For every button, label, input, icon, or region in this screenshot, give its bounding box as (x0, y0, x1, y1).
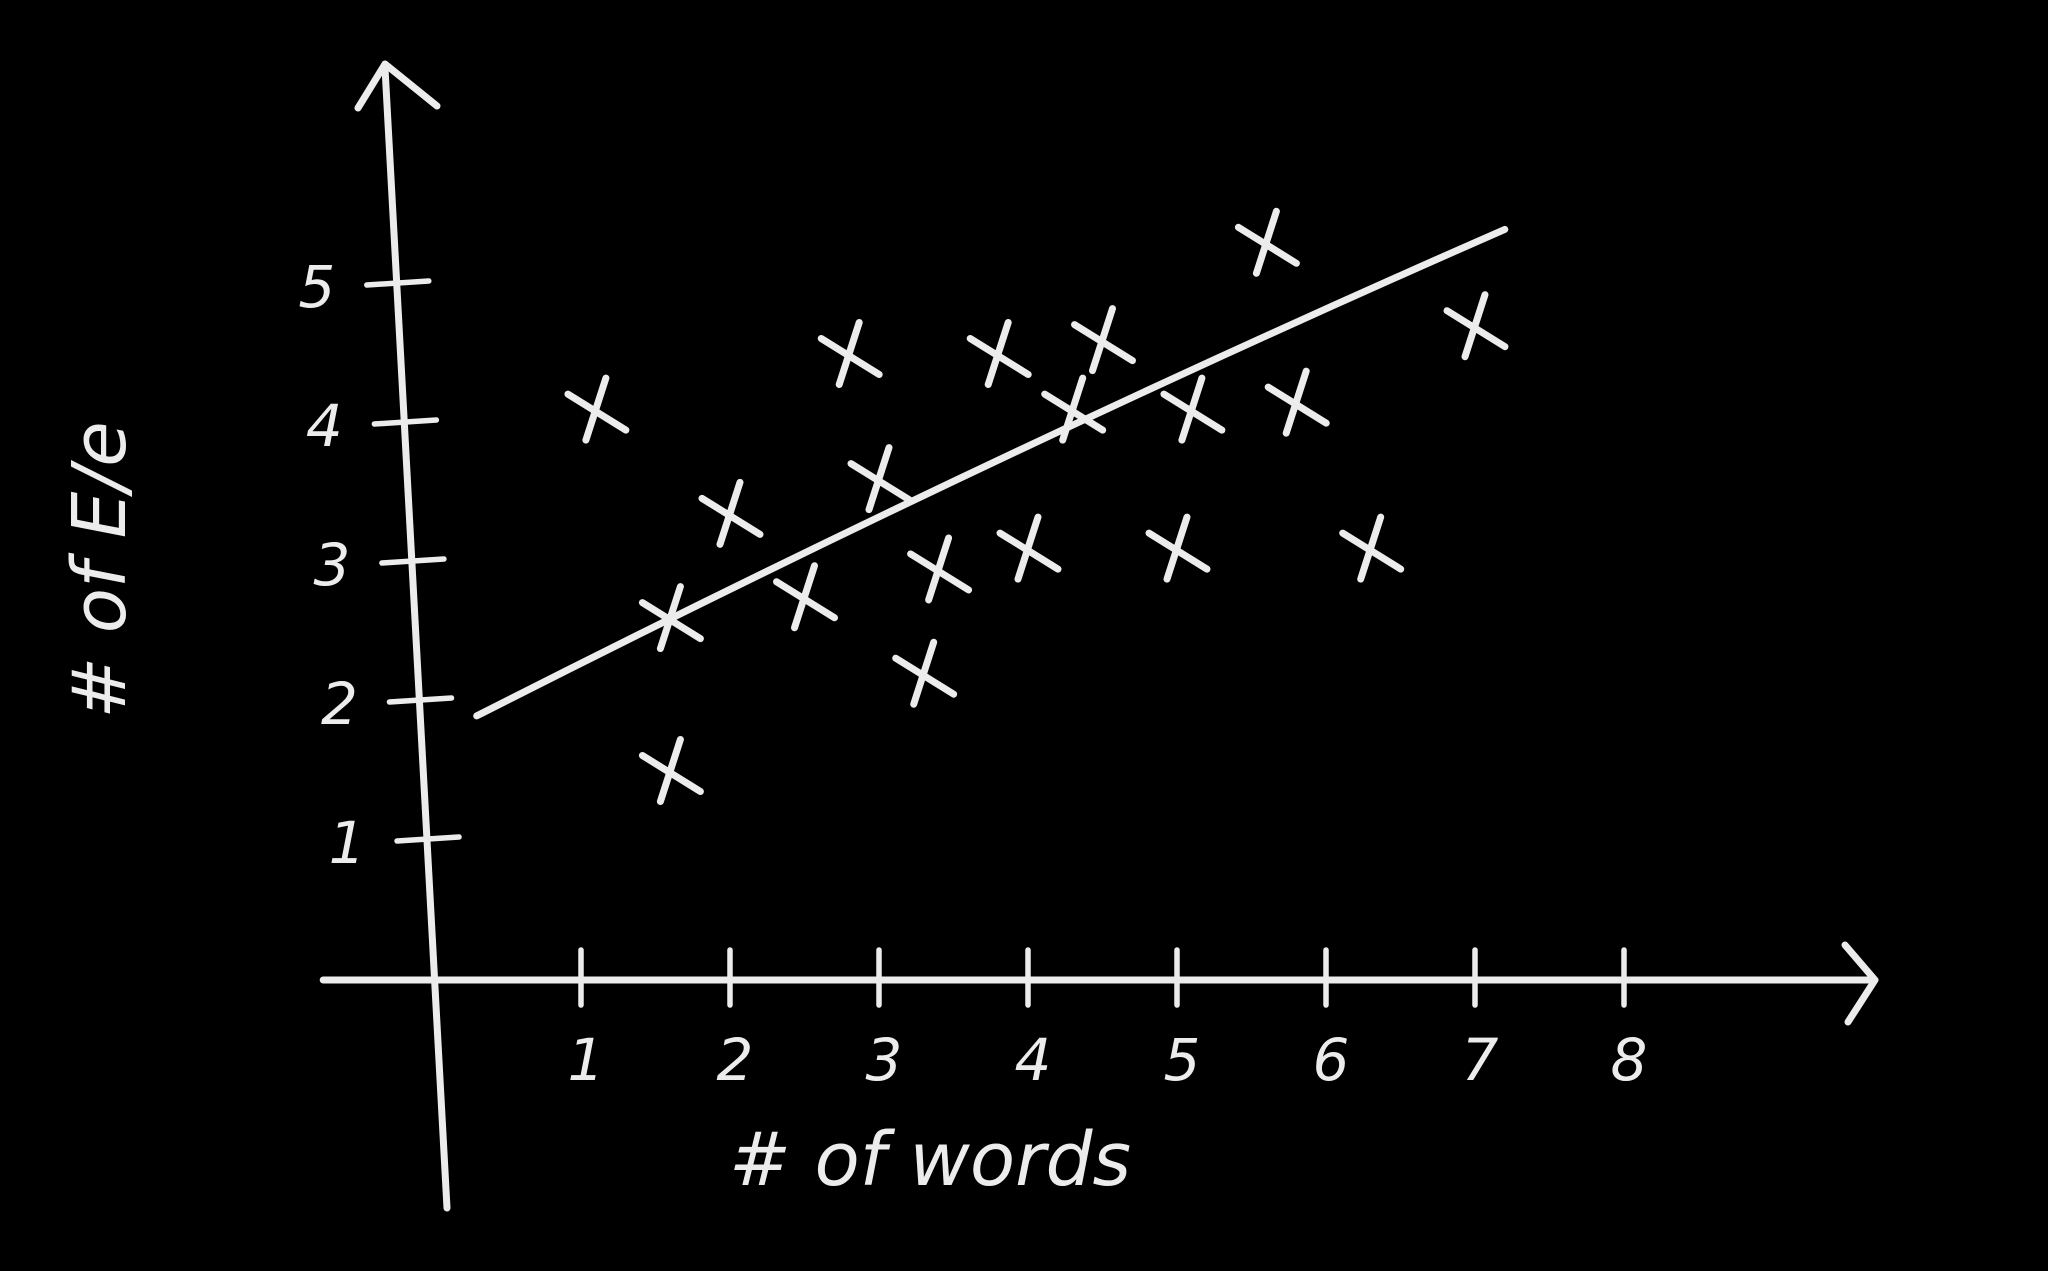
x-tick-label-1: 1 (568, 1026, 605, 1094)
data-point-17 (1264, 367, 1330, 437)
x-axis-label: # of words (729, 1117, 1131, 1203)
data-point-15 (1160, 374, 1226, 444)
data-point-6 (817, 319, 883, 388)
data-point-stroke-b (1059, 374, 1087, 444)
data-point-stroke-b (1014, 513, 1042, 583)
data-point-9 (907, 534, 973, 604)
x-tick-label-4: 4 (1015, 1026, 1052, 1094)
y-tick-label-3: 3 (313, 531, 350, 599)
y-axis-arrow (354, 60, 441, 112)
x-tick-label-2: 2 (717, 1026, 754, 1094)
data-point-stroke-b (1461, 291, 1489, 361)
x-tick-label-7: 7 (1462, 1026, 1499, 1094)
data-point-stroke-b (716, 478, 744, 548)
data-point-10 (966, 319, 1032, 388)
data-point-stroke-b (1252, 207, 1280, 277)
data-point-stroke-b (925, 534, 953, 604)
data-point-12 (1041, 374, 1107, 444)
data-point-stroke-b (984, 319, 1012, 388)
y-tick-label-5: 5 (298, 253, 335, 321)
tick-labels: 1 2 3 4 5 6 7 8 1 2 3 4 5 (298, 253, 1647, 1094)
data-point-stroke-b (1357, 513, 1385, 583)
data-points (564, 207, 1509, 805)
y-axis-label: # of E/e (57, 421, 143, 719)
data-point-stroke-b (1089, 305, 1116, 375)
data-point-16 (1234, 207, 1300, 277)
data-point-11 (996, 513, 1062, 583)
data-point-4 (698, 478, 764, 548)
data-point-stroke-b (656, 736, 684, 805)
data-point-8 (892, 638, 958, 708)
y-tick-2 (386, 695, 455, 705)
y-tick-label-1: 1 (329, 809, 366, 877)
data-point-stroke-b (910, 638, 938, 708)
y-tick-1 (394, 834, 462, 844)
trendline (473, 225, 1509, 720)
data-point-1 (564, 374, 630, 444)
data-point-stroke-b (1282, 367, 1310, 437)
data-point-stroke-b (582, 374, 610, 444)
data-point-14 (1145, 513, 1211, 583)
data-point-13 (1071, 305, 1136, 375)
data-point-stroke-b (791, 562, 818, 632)
y-tick-label-2: 2 (321, 670, 358, 738)
data-point-7 (847, 444, 913, 514)
y-tick-4 (371, 417, 440, 427)
x-tick-label-6: 6 (1313, 1026, 1350, 1094)
x-tick-label-5: 5 (1164, 1026, 1201, 1094)
data-point-stroke-b (1163, 513, 1191, 583)
data-point-19 (1443, 291, 1509, 361)
data-point-stroke-b (1178, 374, 1206, 444)
data-point-stroke-b (865, 444, 893, 514)
data-point-stroke-b (835, 319, 863, 388)
x-tick-label-8: 8 (1611, 1026, 1648, 1094)
data-point-18 (1339, 513, 1405, 583)
ticks (364, 278, 1627, 1008)
y-tick-label-4: 4 (306, 392, 343, 460)
trendline-group (473, 225, 1509, 720)
data-point-3 (638, 583, 704, 653)
data-point-5 (773, 562, 838, 632)
y-tick-5 (364, 278, 432, 288)
data-point-2 (638, 736, 704, 805)
y-axis-line (381, 64, 451, 1212)
data-point-stroke-b (656, 583, 684, 653)
x-tick-label-3: 3 (866, 1026, 903, 1094)
y-tick-3 (379, 556, 447, 566)
x-axis-arrow (1841, 941, 1879, 1026)
